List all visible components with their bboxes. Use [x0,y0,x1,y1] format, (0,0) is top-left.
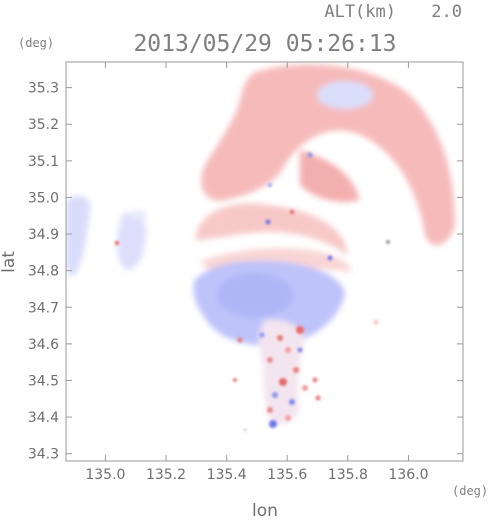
y-tick-label: 34.8 [28,264,59,280]
x-axis-label: lon [252,501,278,521]
y-tick-label: 34.7 [28,300,59,316]
y-tick-label: 35.3 [28,81,59,97]
y-tick-label: 34.9 [28,227,59,243]
x-tick-label: 135.4 [207,467,247,483]
y-unit-label: (deg) [18,36,54,50]
y-tick-label: 34.4 [28,410,59,426]
x-unit-label: (deg) [452,484,488,498]
altitude-value: 2.0 [431,2,462,22]
y-axis-label: lat [0,251,19,273]
x-tick-label: 135.0 [85,467,125,483]
y-tick-label: 34.5 [28,373,59,389]
radar-echo-field [66,64,455,432]
plot-frame [65,61,464,462]
x-tick-label: 135.6 [267,467,307,483]
y-tick-label: 34.6 [28,337,59,353]
y-tick-label: 35.0 [28,190,59,206]
x-axis-ticks: 135.0 135.2 135.4 135.6 135.8 136.0 [85,62,428,483]
x-tick-label: 135.2 [146,467,186,483]
altitude-label: ALT(km) [324,2,396,22]
x-tick-label: 135.8 [328,467,368,483]
y-tick-label: 35.1 [28,154,59,170]
chart-title: 2013/05/29 05:26:13 [133,31,396,57]
x-tick-label: 136.0 [388,467,428,483]
y-tick-label: 35.2 [28,117,59,133]
y-tick-label: 34.3 [28,447,59,463]
y-axis-ticks: 34.3 34.4 34.5 34.6 34.7 34.8 34.9 35.0 35.1 35.2… [28,81,463,463]
